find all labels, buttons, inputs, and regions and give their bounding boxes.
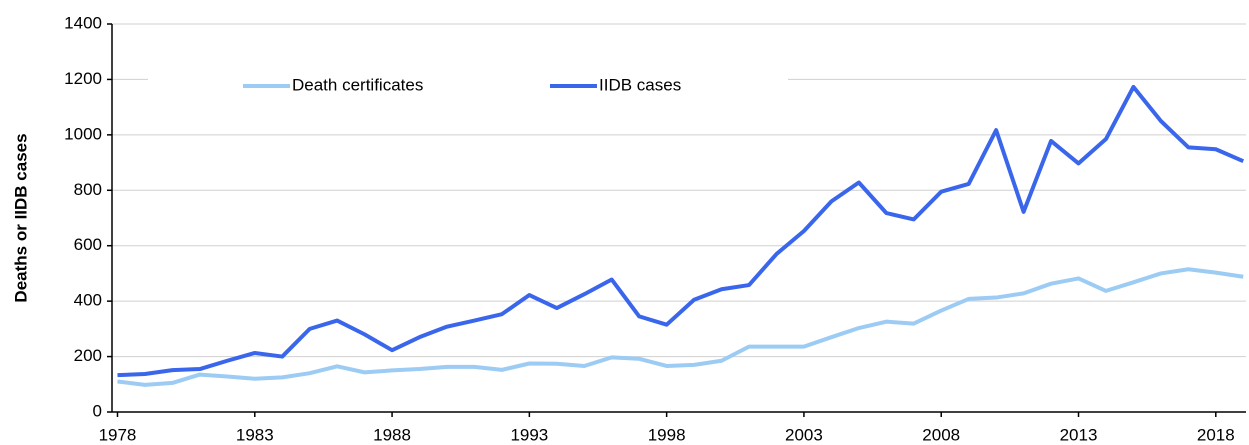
legend-label: Death certificates	[292, 75, 423, 94]
y-tick-label: 800	[74, 180, 102, 199]
y-axis-label: Deaths or IIDB cases	[11, 133, 30, 302]
x-tick-label: 1983	[236, 425, 274, 444]
series-line	[117, 84, 1245, 378]
series-line	[117, 267, 1244, 387]
y-tick-label: 1200	[64, 69, 102, 88]
x-tick-label: 1993	[510, 425, 548, 444]
x-tick-label: 2018	[1197, 425, 1235, 444]
y-tick-label: 0	[93, 401, 102, 420]
y-tick-label: 200	[74, 346, 102, 365]
x-tick-label: 2003	[785, 425, 823, 444]
x-tick-label: 1998	[648, 425, 686, 444]
x-tick-label: 1978	[99, 425, 137, 444]
y-tick-label: 600	[74, 235, 102, 254]
x-tick-label: 2013	[1060, 425, 1098, 444]
y-tick-label: 1400	[64, 13, 102, 32]
legend-label: IIDB cases	[599, 75, 681, 94]
x-tick-label: 2008	[922, 425, 960, 444]
legend-box	[148, 66, 788, 96]
y-tick-label: 1000	[64, 124, 102, 143]
x-tick-label: 1988	[373, 425, 411, 444]
y-tick-label: 400	[74, 291, 102, 310]
